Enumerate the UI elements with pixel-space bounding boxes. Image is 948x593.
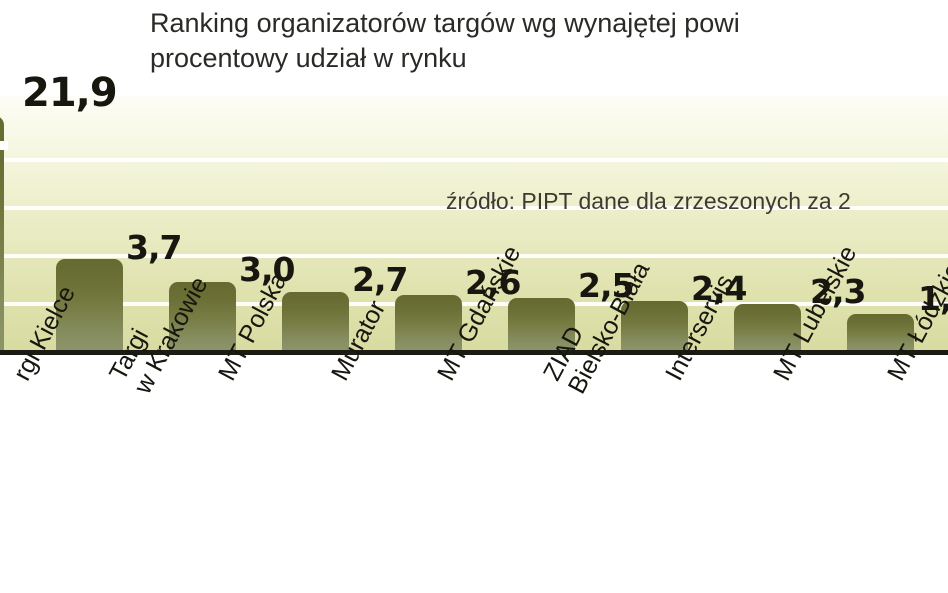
- value-label-mt-gdanskie: 2,6: [465, 263, 521, 302]
- source-note: źródło: PIPT dane dla zrzeszonych za 2: [446, 188, 851, 214]
- bar-ziad-bielsko-biala: [508, 298, 575, 350]
- plot-area: [0, 96, 948, 350]
- bar-targi-kielce: [0, 116, 4, 350]
- bar-mt-polska: [169, 282, 236, 350]
- bar-murator: [282, 292, 349, 350]
- gridline: [0, 254, 948, 258]
- value-label-mt-polska: 3,0: [239, 250, 295, 289]
- x-axis-baseline: [0, 350, 948, 355]
- value-label-interservis: 2,4: [691, 269, 747, 308]
- gridline: [0, 302, 948, 306]
- chart-title: Ranking organizatorów targów wg wynajęte…: [150, 6, 948, 77]
- axis-break-gap: [0, 141, 8, 150]
- chart-title-line-1: Ranking organizatorów targów wg wynajęte…: [150, 8, 740, 38]
- bar-mt-lubelskie: [734, 304, 801, 350]
- value-label-murator: 2,7: [352, 260, 408, 299]
- value-label-ziad-bielsko-biala: 2,5: [578, 266, 634, 305]
- bar-targi-w-krakowie: [56, 259, 123, 350]
- gridline: [0, 206, 948, 210]
- value-label-mt-lubelskie: 2,3: [810, 272, 866, 311]
- chart-title-line-2: procentowy udział w rynku: [150, 43, 467, 74]
- value-label-targi-kielce: 21,9: [22, 70, 118, 116]
- bar-mt-lodzkie: [847, 314, 914, 350]
- bar-interservis: [621, 301, 688, 350]
- value-label-mt-lodzkie: 1,: [918, 279, 948, 318]
- bar-mt-gdanskie: [395, 295, 462, 350]
- gridline: [0, 158, 948, 162]
- value-label-targi-w-krakowie: 3,7: [126, 228, 182, 267]
